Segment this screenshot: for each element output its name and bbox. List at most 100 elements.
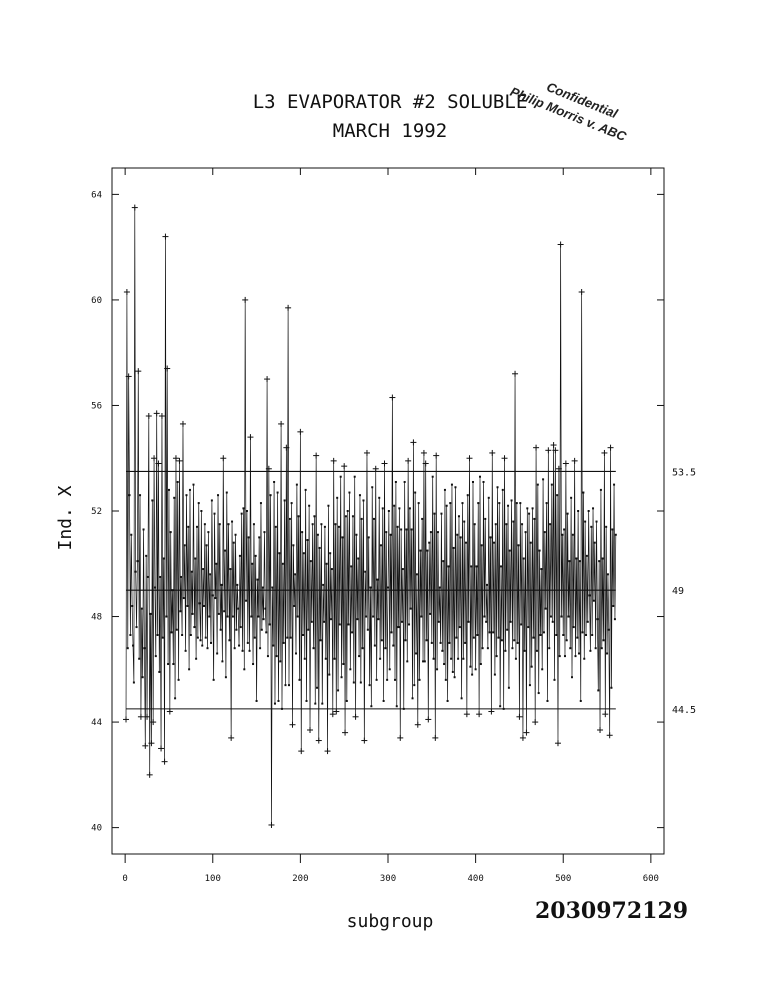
data-point <box>234 533 237 536</box>
data-point <box>247 536 250 539</box>
data-point <box>254 554 257 557</box>
data-point <box>158 670 161 673</box>
data-point <box>600 647 603 650</box>
y-tick-label: 40 <box>91 824 102 834</box>
data-point <box>460 697 463 700</box>
data-point <box>206 647 209 650</box>
data-point <box>367 536 370 539</box>
data-point <box>611 528 614 531</box>
data-point <box>429 612 432 615</box>
data-point <box>190 570 193 573</box>
data-point <box>154 655 157 658</box>
data-point <box>425 639 428 642</box>
data-point <box>606 652 609 655</box>
data-point <box>296 615 299 618</box>
data-point <box>528 684 531 687</box>
data-point <box>551 620 554 623</box>
data-point <box>587 510 590 512</box>
data-point <box>350 565 353 568</box>
x-axis-label: subgroup <box>347 911 434 932</box>
data-point <box>418 678 421 681</box>
data-point <box>313 515 316 518</box>
data-point <box>507 504 510 507</box>
data-point <box>159 575 162 578</box>
data-point <box>512 370 519 377</box>
data-point <box>328 673 331 676</box>
data-point <box>324 657 327 660</box>
data-point <box>596 618 599 621</box>
data-point <box>555 465 562 472</box>
data-point <box>238 644 241 647</box>
data-point <box>339 475 342 478</box>
data-point <box>204 636 207 639</box>
data-point <box>584 520 587 523</box>
data-point <box>123 716 130 723</box>
data-point <box>245 510 248 512</box>
data-point <box>521 523 524 526</box>
data-point <box>560 615 563 618</box>
data-point <box>494 523 497 526</box>
data-point <box>423 660 426 663</box>
data-point <box>438 586 441 589</box>
data-point <box>302 634 305 637</box>
data-point <box>380 639 383 642</box>
data-point <box>444 678 447 681</box>
data-point <box>377 618 380 621</box>
data-point <box>323 525 326 528</box>
data-point <box>322 583 325 586</box>
data-point <box>358 655 361 658</box>
data-point <box>273 480 276 483</box>
data-point <box>219 628 222 631</box>
data-point <box>449 502 452 505</box>
data-point <box>129 634 132 637</box>
data-point <box>594 647 597 650</box>
data-point <box>166 708 173 715</box>
data-point <box>443 663 446 666</box>
data-point <box>497 636 500 639</box>
data-point <box>597 726 604 733</box>
data-point <box>195 525 198 528</box>
data-point <box>303 657 306 660</box>
data-point <box>549 523 552 526</box>
data-point <box>208 615 211 618</box>
data-point <box>369 586 372 589</box>
data-point <box>357 557 360 560</box>
data-point <box>471 480 474 483</box>
data-point <box>461 502 464 505</box>
data-point <box>175 628 178 631</box>
data-point <box>395 705 398 708</box>
data-point <box>452 546 455 549</box>
data-point <box>499 705 502 708</box>
data-point <box>142 528 145 531</box>
data-point <box>217 612 220 615</box>
data-point <box>376 578 379 581</box>
data-point <box>188 668 191 671</box>
data-point <box>340 676 343 679</box>
data-point <box>430 641 433 644</box>
data-point <box>226 615 229 618</box>
data-point <box>261 586 264 589</box>
data-point <box>410 528 413 531</box>
data-point <box>242 507 245 510</box>
data-point <box>610 686 613 689</box>
data-point <box>135 368 142 375</box>
data-point <box>498 502 501 505</box>
data-point <box>203 604 205 607</box>
data-point <box>453 676 456 679</box>
data-point <box>242 296 249 303</box>
chart-subtitle: MARCH 1992 <box>333 120 447 142</box>
data-point <box>211 594 214 597</box>
data-point <box>284 684 287 687</box>
data-point <box>221 660 224 663</box>
data-point <box>150 719 157 726</box>
data-point <box>590 525 593 528</box>
data-point <box>532 636 535 639</box>
data-point <box>436 531 439 534</box>
data-point <box>342 663 345 666</box>
data-point <box>341 536 344 539</box>
data-point <box>473 523 476 526</box>
data-point <box>462 657 465 660</box>
data-point <box>535 649 538 652</box>
data-point <box>410 439 417 446</box>
